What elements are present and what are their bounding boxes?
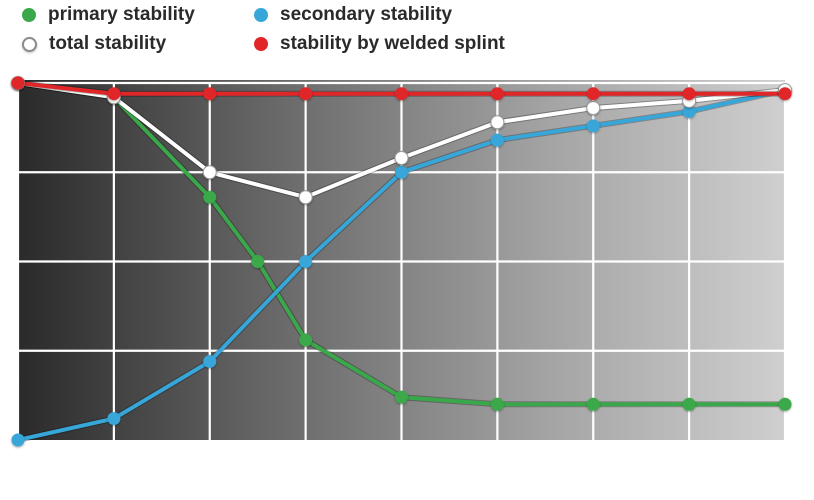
data-point-secondary-stability bbox=[203, 354, 217, 368]
data-point-total-stability bbox=[586, 100, 601, 115]
data-point-stability-by-welded-splint bbox=[395, 87, 408, 101]
data-point-total-stability bbox=[394, 150, 409, 165]
legend-label: primary stability bbox=[48, 4, 195, 25]
data-point-stability-by-welded-splint bbox=[682, 87, 696, 101]
data-point-stability-by-welded-splint bbox=[299, 87, 313, 101]
data-point-stability-by-welded-splint bbox=[490, 87, 504, 101]
data-point-stability-by-welded-splint bbox=[203, 87, 217, 101]
legend-dot-icon bbox=[254, 8, 268, 22]
data-point-primary-stability bbox=[778, 397, 792, 411]
data-point-secondary-stability bbox=[490, 133, 504, 147]
data-point-secondary-stability bbox=[395, 165, 408, 179]
data-point-secondary-stability bbox=[11, 433, 25, 447]
series-line-primary-stability bbox=[16, 81, 787, 407]
data-point-stability-by-welded-splint bbox=[586, 87, 600, 101]
data-point-primary-stability bbox=[586, 397, 600, 411]
legend-dot-icon bbox=[22, 8, 36, 22]
data-point-primary-stability bbox=[299, 333, 313, 347]
data-point-primary-stability bbox=[395, 390, 408, 404]
legend-item-stability-by-welded-splint: stability by welded splint bbox=[254, 33, 505, 55]
legend-dot-icon bbox=[22, 36, 37, 52]
data-point-total-stability bbox=[298, 190, 313, 205]
data-point-total-stability bbox=[490, 115, 505, 130]
legend-item-primary-stability: primary stability bbox=[22, 4, 195, 26]
data-point-stability-by-welded-splint bbox=[107, 87, 121, 101]
data-point-primary-stability bbox=[251, 255, 265, 268]
data-point-total-stability bbox=[202, 165, 217, 180]
data-point-primary-stability bbox=[682, 397, 696, 411]
data-point-secondary-stability bbox=[586, 119, 600, 133]
legend-dot-icon bbox=[254, 37, 268, 51]
data-point-stability-by-welded-splint bbox=[11, 76, 25, 90]
data-point-primary-stability bbox=[203, 190, 217, 204]
legend-label: secondary stability bbox=[280, 4, 453, 25]
legend-label: stability by welded splint bbox=[280, 33, 505, 54]
data-point-secondary-stability bbox=[107, 412, 121, 426]
chart-legend: primary stability secondary stability to… bbox=[0, 0, 814, 70]
data-point-primary-stability bbox=[490, 397, 504, 411]
legend-item-total-stability: total stability bbox=[22, 33, 166, 55]
data-point-secondary-stability bbox=[299, 255, 313, 268]
legend-item-secondary-stability: secondary stability bbox=[254, 4, 452, 26]
legend-label: total stability bbox=[49, 33, 167, 54]
data-point-stability-by-welded-splint bbox=[778, 87, 792, 101]
series-points bbox=[11, 76, 792, 447]
data-point-secondary-stability bbox=[682, 105, 696, 119]
